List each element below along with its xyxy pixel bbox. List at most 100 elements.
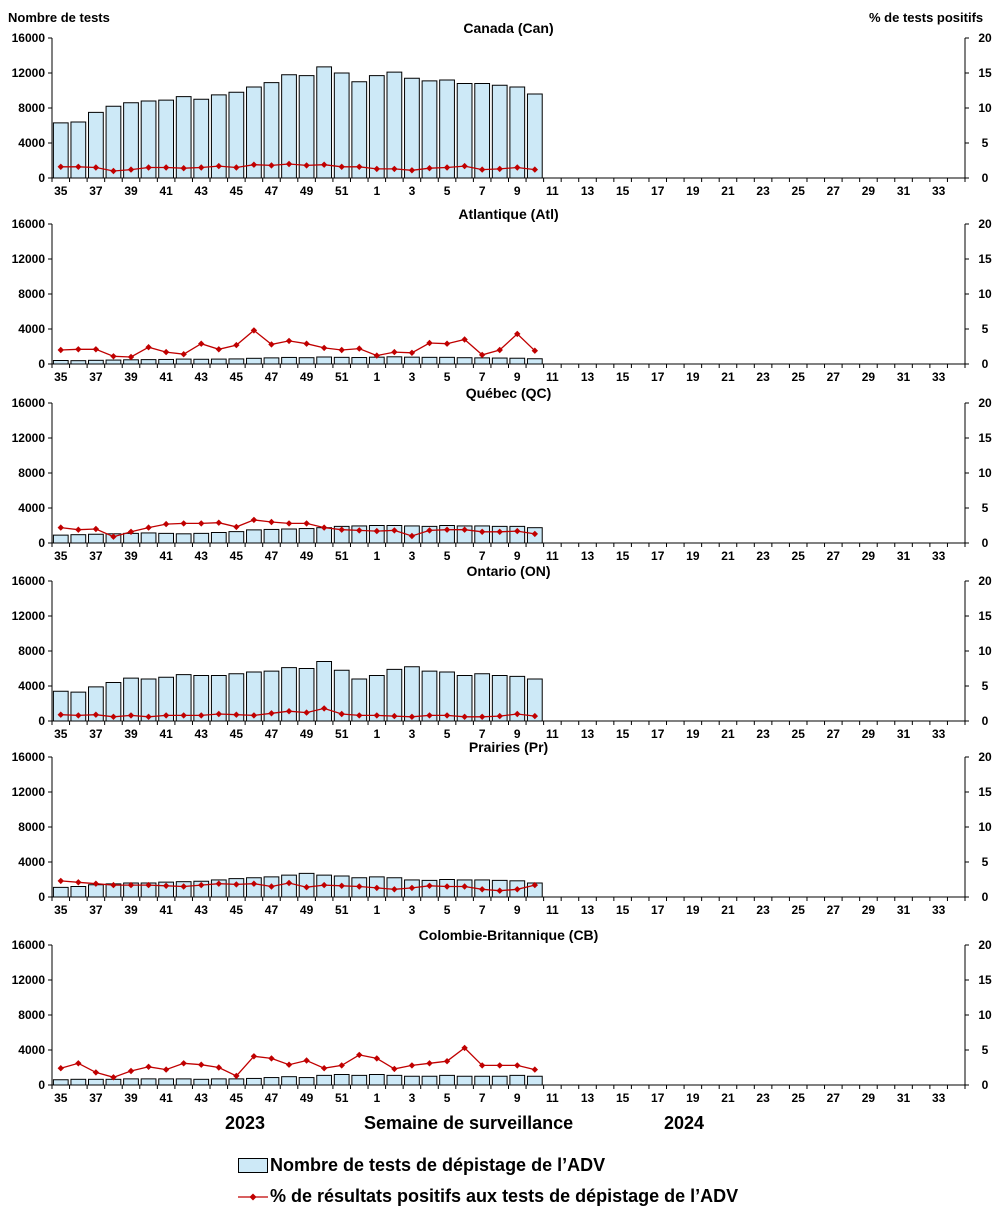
panel-title: Québec (QC): [466, 385, 552, 401]
percent-positive-point: [320, 1065, 328, 1072]
x-axis-title: Semaine de surveillance: [364, 1113, 574, 1133]
panel-title: Prairies (Pr): [469, 739, 548, 755]
bar: [175, 533, 192, 544]
percent-positive-point: [373, 884, 381, 892]
percent-positive-point: [408, 1062, 416, 1069]
x-tick-label: 29: [862, 184, 876, 198]
bar: [351, 81, 368, 179]
percent-positive-point: [285, 1061, 293, 1068]
y-right-tick-label: 5: [982, 322, 989, 336]
x-tick-label: 43: [195, 370, 209, 384]
x-tick-label: 41: [159, 184, 173, 198]
x-tick-label: 25: [792, 727, 806, 741]
percent-positive-point: [110, 353, 117, 360]
chart-panel-4: Prairies (Pr)040008000120001600005101520…: [12, 739, 992, 917]
y-right-tick-label: 15: [978, 973, 992, 987]
y-right-tick-label: 10: [978, 466, 992, 480]
y-left-tick-label: 0: [38, 714, 45, 728]
chart-panel-2: Québec (QC)04000800012000160000510152035…: [12, 385, 992, 563]
y-right-tick-label: 15: [978, 609, 992, 623]
x-tick-label: 21: [721, 1091, 735, 1105]
x-tick-label: 23: [756, 1091, 770, 1105]
y-left-tick-label: 8000: [18, 101, 45, 115]
percent-positive-point: [391, 527, 398, 534]
x-tick-label: 51: [335, 370, 349, 384]
x-tick-label: 19: [686, 370, 700, 384]
y-right-tick-label: 0: [982, 890, 989, 904]
y-right-tick-label: 5: [982, 679, 989, 693]
percent-positive-point: [127, 353, 135, 361]
bar: [456, 1075, 473, 1086]
year-2023-label: 2023: [225, 1113, 266, 1133]
x-tick-label: 7: [479, 727, 486, 741]
x-tick-label: 39: [124, 903, 138, 917]
y-right-tick-label: 15: [978, 252, 992, 266]
x-tick-label: 1: [373, 370, 380, 384]
x-tick-label: 13: [581, 370, 595, 384]
bar: [421, 356, 438, 365]
x-tick-label: 15: [616, 370, 630, 384]
percent-positive-point: [92, 525, 100, 533]
x-tick-label: 51: [335, 549, 349, 563]
percent-positive-point: [408, 349, 416, 356]
legend-line-swatch: [238, 1193, 268, 1200]
percent-positive-point: [426, 712, 433, 719]
bar: [52, 534, 69, 544]
x-tick-label: 19: [686, 727, 700, 741]
bar: [316, 356, 333, 365]
x-tick-label: 9: [514, 903, 521, 917]
bar: [123, 1078, 139, 1086]
percent-positive-point: [285, 879, 293, 887]
percent-positive-point: [180, 1060, 187, 1067]
percent-positive-point: [127, 1067, 135, 1075]
percent-positive-point: [531, 347, 539, 354]
percent-positive-point: [426, 882, 433, 889]
x-tick-label: 35: [54, 184, 68, 198]
percent-positive-point: [514, 164, 521, 171]
panel-title: Colombie-Britannique (CB): [419, 927, 599, 943]
x-tick-label: 33: [932, 184, 946, 198]
percent-positive-point: [373, 1055, 381, 1062]
percent-positive-point: [391, 348, 398, 356]
x-tick-label: 45: [230, 1091, 244, 1105]
x-tick-label: 7: [479, 1091, 486, 1105]
x-tick-label: 23: [756, 184, 770, 198]
x-tick-label: 1: [373, 727, 380, 741]
y-right-tick-label: 20: [978, 217, 992, 231]
percent-positive-point: [233, 164, 240, 171]
bar: [474, 357, 491, 365]
percent-positive-point: [426, 339, 433, 347]
percent-positive-point: [338, 1062, 345, 1069]
bar: [263, 1077, 280, 1086]
x-tick-label: 47: [265, 727, 279, 741]
x-tick-label: 27: [827, 903, 841, 917]
percent-positive-point: [92, 346, 100, 353]
percent-positive-point: [356, 883, 363, 890]
y-right-tick-label: 20: [978, 31, 992, 45]
x-tick-label: 51: [335, 727, 349, 741]
x-tick-label: 23: [756, 549, 770, 563]
x-tick-label: 45: [230, 727, 244, 741]
percent-positive-point: [408, 713, 416, 720]
percent-positive-point: [356, 712, 363, 719]
x-tick-label: 45: [230, 184, 244, 198]
y-right-tick-label: 15: [978, 785, 992, 799]
percent-positive-point: [478, 1062, 486, 1069]
x-tick-label: 21: [721, 727, 735, 741]
y-left-tick-label: 4000: [18, 1043, 45, 1057]
percent-positive-point: [496, 346, 503, 354]
percent-positive-point: [531, 530, 539, 538]
percent-positive-point: [198, 164, 205, 171]
bar: [246, 1077, 262, 1086]
x-tick-label: 25: [792, 370, 806, 384]
x-tick-label: 45: [230, 549, 244, 563]
percent-positive-point: [215, 710, 222, 718]
x-tick-label: 21: [721, 903, 735, 917]
x-tick-label: 13: [581, 727, 595, 741]
percent-positive-point: [461, 162, 468, 170]
x-tick-label: 51: [335, 903, 349, 917]
percent-positive-point: [320, 344, 328, 352]
percent-positive-point: [461, 713, 468, 720]
y-right-tick-label: 0: [982, 1078, 989, 1092]
bar: [281, 528, 297, 544]
